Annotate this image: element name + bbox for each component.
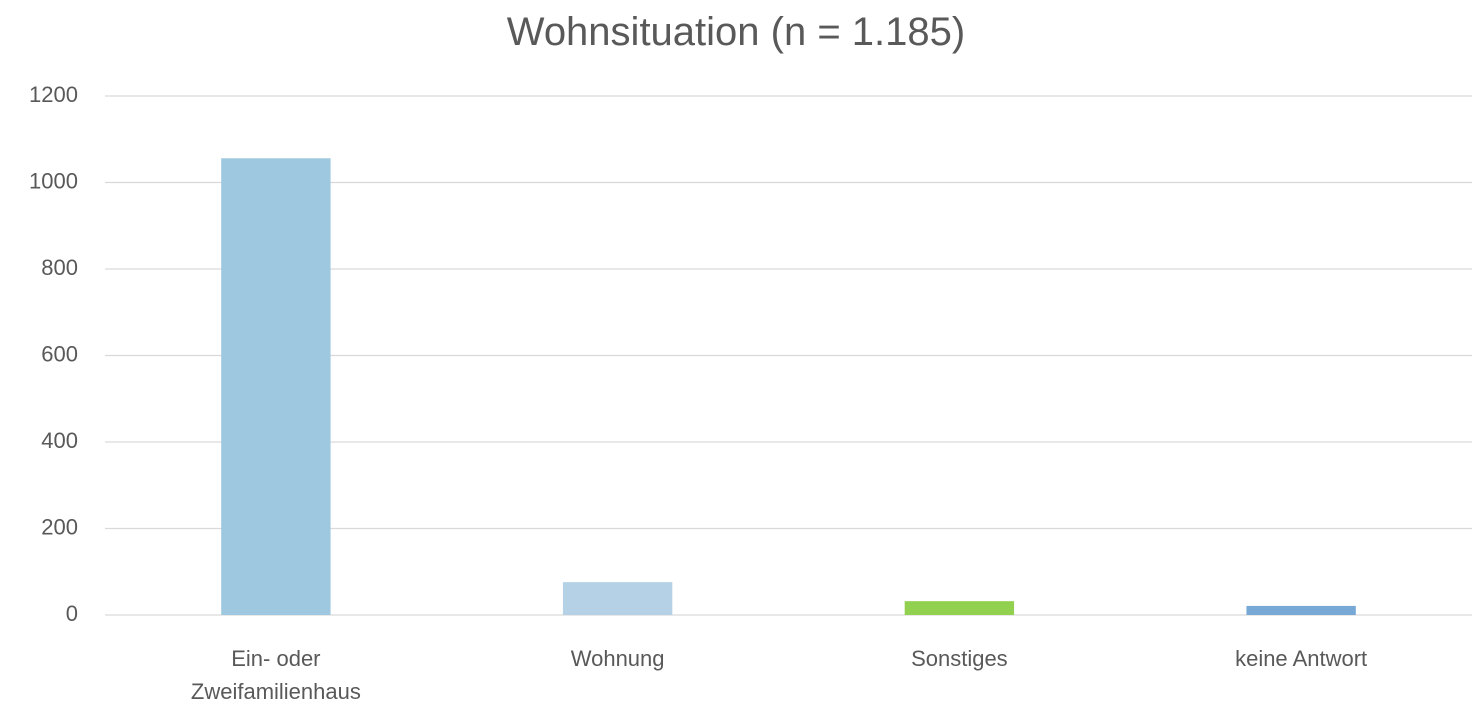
bar — [562, 582, 673, 615]
x-tick-label: keine Antwort — [1235, 646, 1368, 671]
y-tick-label: 800 — [41, 255, 78, 280]
x-tick-label: Ein- oder Zweifamilienhaus — [190, 646, 361, 704]
bar — [1246, 605, 1356, 615]
x-tick-label: Wohnung — [570, 646, 665, 671]
y-tick-label: 0 — [66, 601, 78, 626]
y-tick-label: 200 — [41, 514, 78, 539]
y-tick-label: 1000 — [29, 168, 78, 193]
bar — [904, 601, 1015, 615]
x-tick-label: Sonstiges — [911, 646, 1008, 671]
chart-title: Wohnsituation (n = 1.185) — [506, 10, 966, 54]
y-tick-label: 1200 — [29, 82, 78, 107]
y-tick-label: 600 — [41, 341, 78, 366]
bar — [221, 158, 331, 615]
y-tick-label: 400 — [41, 428, 78, 453]
